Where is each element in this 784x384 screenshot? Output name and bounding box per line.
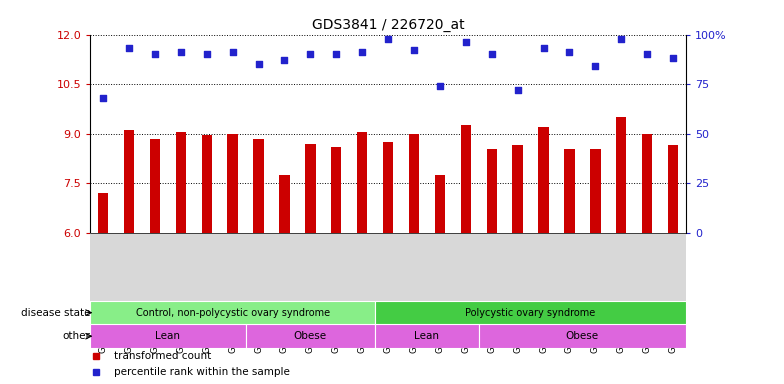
Text: Lean: Lean [415,331,440,341]
Bar [539,127,549,233]
Text: percentile rank within the sample: percentile rank within the sample [114,367,290,377]
Text: Obese: Obese [566,331,599,341]
Bar [357,132,368,233]
Point [175,49,187,55]
Point [278,57,291,63]
Bar [383,142,394,233]
Text: Polycystic ovary syndrome: Polycystic ovary syndrome [466,308,596,318]
Bar [90,301,375,324]
Point [641,51,653,58]
Point [330,51,343,58]
Point [485,51,498,58]
Bar [176,132,186,233]
Bar [305,144,315,233]
Bar [245,324,375,348]
Bar [590,149,601,233]
Text: other: other [62,331,90,341]
Point [149,51,162,58]
Bar [616,117,626,233]
Point [97,95,110,101]
Point [227,49,239,55]
Bar [124,130,134,233]
Bar [253,139,263,233]
Point [459,40,472,46]
Bar [434,175,445,233]
Point [563,49,575,55]
Bar [408,134,419,233]
Text: transformed count: transformed count [114,351,211,361]
Bar [461,126,471,233]
Point [356,49,368,55]
Bar [642,134,652,233]
Point [511,87,524,93]
Point [408,47,420,53]
Bar [150,139,160,233]
Point [123,45,136,51]
Point [666,55,679,61]
Title: GDS3841 / 226720_at: GDS3841 / 226720_at [312,18,464,32]
Point [434,83,446,89]
Text: Control, non-polycystic ovary syndrome: Control, non-polycystic ovary syndrome [136,308,330,318]
Bar [331,147,342,233]
Bar [564,149,575,233]
Bar [90,324,245,348]
Text: Lean: Lean [155,331,180,341]
Point [252,61,265,67]
Point [201,51,213,58]
Bar [479,324,686,348]
Bar [201,135,212,233]
Point [589,63,601,70]
Bar [227,134,238,233]
Bar [668,145,678,233]
Bar [513,145,523,233]
Point [615,35,627,41]
Point [537,45,550,51]
Bar [279,175,289,233]
Point [304,51,317,58]
Text: Obese: Obese [294,331,327,341]
Point [382,35,394,41]
Bar [375,301,686,324]
Bar [487,149,497,233]
Bar [98,193,108,233]
Text: disease state: disease state [20,308,90,318]
Bar [375,324,479,348]
